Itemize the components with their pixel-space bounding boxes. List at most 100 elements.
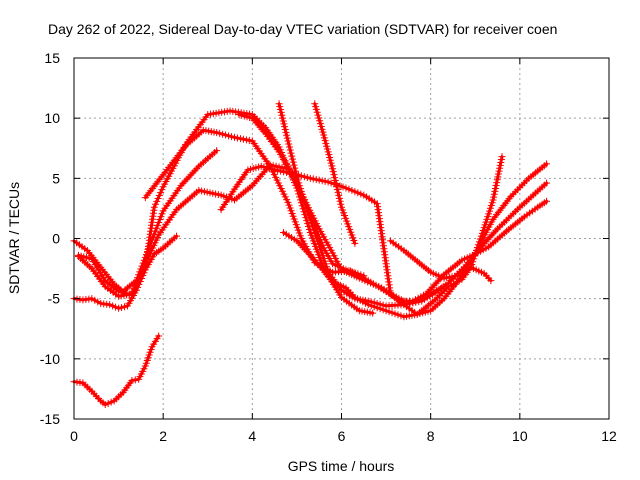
axis-ticks: 0 2 4 6 8 10 12 -15 -10 -5 0 5 10 15 (40, 50, 617, 444)
data-point (491, 184, 499, 192)
data-point (415, 298, 423, 306)
data-point (331, 174, 339, 182)
data-point (104, 399, 112, 407)
data-point (281, 126, 289, 134)
data-point (284, 137, 292, 145)
data-point (297, 188, 305, 196)
data-point (277, 108, 285, 116)
data-point (314, 111, 322, 119)
data-point (239, 135, 247, 143)
data-point (494, 170, 502, 178)
series-arc-6 (141, 126, 448, 306)
data-point (354, 189, 362, 197)
data-point (276, 105, 284, 113)
data-point (155, 332, 163, 340)
data-point (287, 149, 295, 157)
data-point (285, 140, 293, 148)
data-point (242, 136, 250, 144)
data-point (409, 299, 417, 307)
data-point (101, 401, 109, 409)
data-point (303, 174, 311, 182)
data-point (321, 177, 329, 185)
data-point (351, 239, 359, 247)
data-point (158, 186, 166, 194)
x-tick-label: 0 (70, 428, 78, 444)
data-series (70, 100, 551, 409)
data-point (155, 192, 163, 200)
data-point (222, 131, 230, 139)
data-point (278, 164, 286, 172)
x-tick-label: 2 (159, 428, 167, 444)
data-point (316, 120, 324, 128)
y-tick-label: 0 (52, 231, 60, 247)
y-tick-label: 5 (52, 170, 60, 186)
data-point (309, 175, 317, 183)
data-point (385, 308, 393, 316)
data-point (283, 134, 291, 142)
data-point (370, 299, 378, 307)
data-point (283, 131, 291, 139)
data-point (279, 117, 287, 125)
data-point (305, 223, 313, 231)
data-point (367, 298, 375, 306)
data-point (302, 214, 310, 222)
data-point (115, 304, 123, 312)
data-point (282, 128, 290, 136)
data-point (337, 200, 345, 208)
x-tick-label: 10 (512, 428, 528, 444)
data-point (476, 235, 484, 243)
y-tick-label: 10 (44, 110, 60, 126)
data-point (333, 182, 341, 190)
data-point (357, 190, 365, 198)
data-point (336, 197, 344, 205)
data-point (106, 301, 114, 309)
data-point (364, 297, 372, 305)
series-arc-5 (74, 107, 377, 317)
data-point (277, 167, 285, 175)
data-point (497, 156, 505, 164)
data-point (107, 398, 115, 406)
data-point (158, 210, 166, 218)
data-point (475, 238, 483, 246)
data-point (305, 226, 313, 234)
data-point (300, 173, 308, 181)
data-point (312, 176, 320, 184)
data-point (335, 194, 343, 202)
data-point (296, 185, 304, 193)
data-point (311, 100, 319, 108)
data-point (391, 310, 399, 318)
data-point (489, 196, 497, 204)
data-point (285, 143, 293, 151)
data-point (213, 147, 221, 155)
data-point (275, 163, 283, 171)
data-point (173, 232, 181, 240)
data-point (303, 217, 311, 225)
data-point (345, 185, 353, 193)
y-tick-label: 15 (44, 50, 60, 66)
data-point (112, 303, 120, 311)
data-point (292, 170, 300, 178)
data-point (109, 302, 117, 310)
data-point (394, 311, 402, 319)
data-point (91, 296, 99, 304)
data-point (300, 196, 308, 204)
data-point (219, 130, 227, 138)
data-point (296, 182, 304, 190)
data-point (233, 134, 241, 142)
data-point (333, 185, 341, 193)
data-point (493, 176, 501, 184)
data-point (490, 190, 498, 198)
data-point (312, 105, 320, 113)
x-tick-label: 4 (248, 428, 256, 444)
data-point (299, 193, 307, 201)
data-point (543, 160, 551, 168)
data-point (329, 168, 337, 176)
data-point (379, 301, 387, 309)
series-arc-1 (70, 332, 163, 409)
data-point (297, 172, 305, 180)
series-arc-10 (275, 100, 551, 310)
data-point (316, 117, 324, 125)
data-point (279, 114, 287, 122)
data-point (406, 299, 414, 307)
